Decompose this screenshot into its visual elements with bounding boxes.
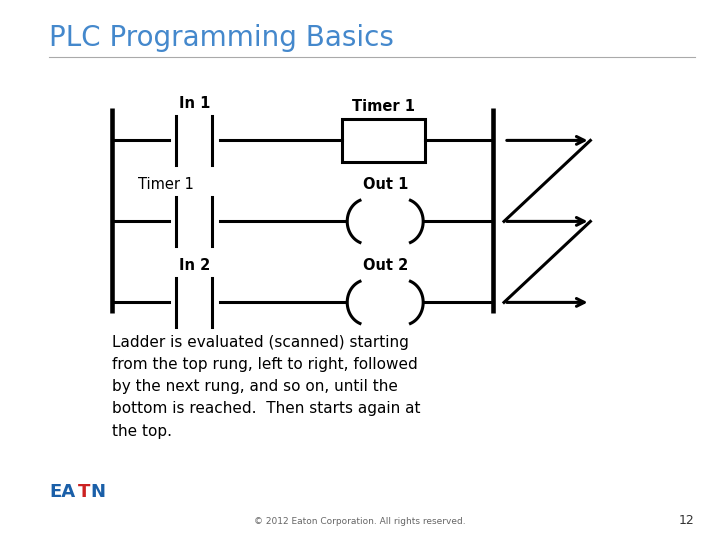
Text: 12: 12 [679, 514, 695, 526]
Text: EA: EA [49, 483, 75, 501]
Text: © 2012 Eaton Corporation. All rights reserved.: © 2012 Eaton Corporation. All rights res… [254, 517, 466, 526]
Text: PLC Programming Basics: PLC Programming Basics [49, 24, 394, 52]
Text: Out 1: Out 1 [362, 177, 408, 192]
Text: T: T [78, 483, 90, 501]
Text: In 2: In 2 [179, 258, 210, 273]
Text: N: N [90, 483, 105, 501]
Text: Ladder is evaluated (scanned) starting
from the top rung, left to right, followe: Ladder is evaluated (scanned) starting f… [112, 335, 420, 438]
Text: Timer 1: Timer 1 [138, 177, 194, 192]
Text: Timer 1: Timer 1 [352, 99, 415, 114]
Text: In 1: In 1 [179, 96, 210, 111]
Text: Out 2: Out 2 [363, 258, 408, 273]
Bar [342, 119, 425, 162]
